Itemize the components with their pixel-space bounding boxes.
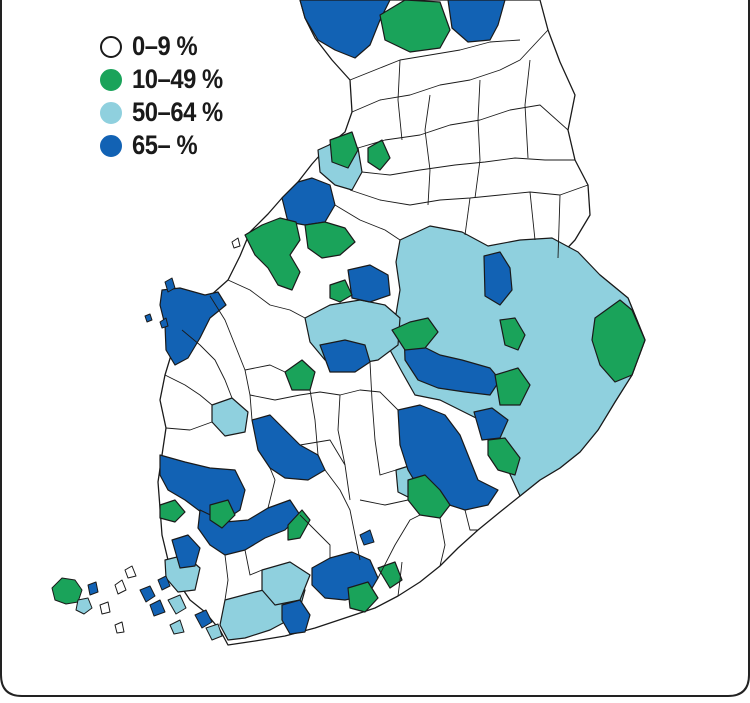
legend-item-65-plus: 65– % (100, 129, 235, 162)
region-green-lapland (379, 0, 451, 53)
island-9 (114, 621, 125, 634)
legend-item-10-49: 10–49 % (100, 63, 235, 96)
region-green-oulu (304, 221, 356, 259)
island-3 (167, 594, 187, 615)
legend-item-50-64: 50–64 % (100, 96, 235, 129)
island-11 (159, 317, 169, 329)
island-8 (124, 565, 137, 579)
island-5 (205, 623, 223, 641)
region-dark-east-kymenlaakso (473, 407, 509, 441)
island-aland-3 (87, 581, 99, 596)
region-green-southwest (209, 499, 236, 529)
region-dark-south-coast (281, 599, 311, 635)
region-green-central (284, 359, 316, 391)
region-dark-southwest (197, 499, 301, 556)
region-dark-lapland-east (447, 0, 506, 43)
region-green-kymi (377, 561, 403, 589)
region-green-ostrobothnia (244, 217, 301, 291)
region-green-lakes (391, 317, 439, 351)
island-7 (114, 579, 127, 595)
region-green-central-lake (329, 279, 353, 303)
region-dark-central-east (403, 329, 501, 396)
archipelago-islands (51, 237, 375, 641)
region-dark-lapland-west (299, 0, 391, 59)
legend-swatch-50-64 (100, 101, 122, 124)
region-green-south-savo (407, 474, 451, 519)
legend-swatch-0-9 (100, 35, 122, 58)
island-16 (359, 529, 375, 546)
region-light-east (389, 225, 646, 497)
island-13 (164, 277, 176, 293)
island-aland-2 (75, 597, 93, 615)
region-green-savo (494, 367, 531, 406)
island-12 (144, 313, 153, 323)
legend-item-0-9: 0–9 % (100, 30, 235, 63)
region-green-pirkanmaa (287, 509, 311, 541)
island-2 (149, 599, 166, 617)
region-green-north-coast (329, 131, 359, 169)
region-dark-north-ostrobothnia (281, 177, 336, 226)
region-dark-lakeland (347, 264, 391, 303)
region-dark-north-savo (483, 251, 513, 306)
legend-swatch-10-49 (100, 68, 122, 91)
region-green-north-savo2 (499, 317, 526, 351)
island-1 (139, 585, 156, 603)
region-green-satakunta (159, 499, 186, 523)
island-14 (231, 237, 241, 249)
region-green-east-border (487, 437, 521, 476)
island-6 (99, 601, 111, 615)
legend: 0–9 % 10–49 % 50–64 % 65– % (100, 30, 235, 162)
legend-label-65-plus: 65– % (132, 130, 198, 160)
municipal-boundaries (164, 29, 589, 601)
legend-label-50-64: 50–64 % (132, 97, 223, 127)
legend-label-10-49: 10–49 % (132, 64, 223, 94)
island-aland-main (51, 577, 83, 605)
island-4 (194, 609, 213, 629)
island-15 (169, 619, 185, 635)
region-green-uusimaa (347, 581, 379, 613)
legend-label-0-9: 0–9 % (132, 31, 198, 61)
legend-swatch-65-plus (100, 134, 122, 157)
island-10 (157, 575, 171, 591)
region-green-north-karelia (591, 299, 646, 383)
region-dark-archipelago (171, 534, 201, 569)
regions-10-49 (159, 0, 646, 613)
